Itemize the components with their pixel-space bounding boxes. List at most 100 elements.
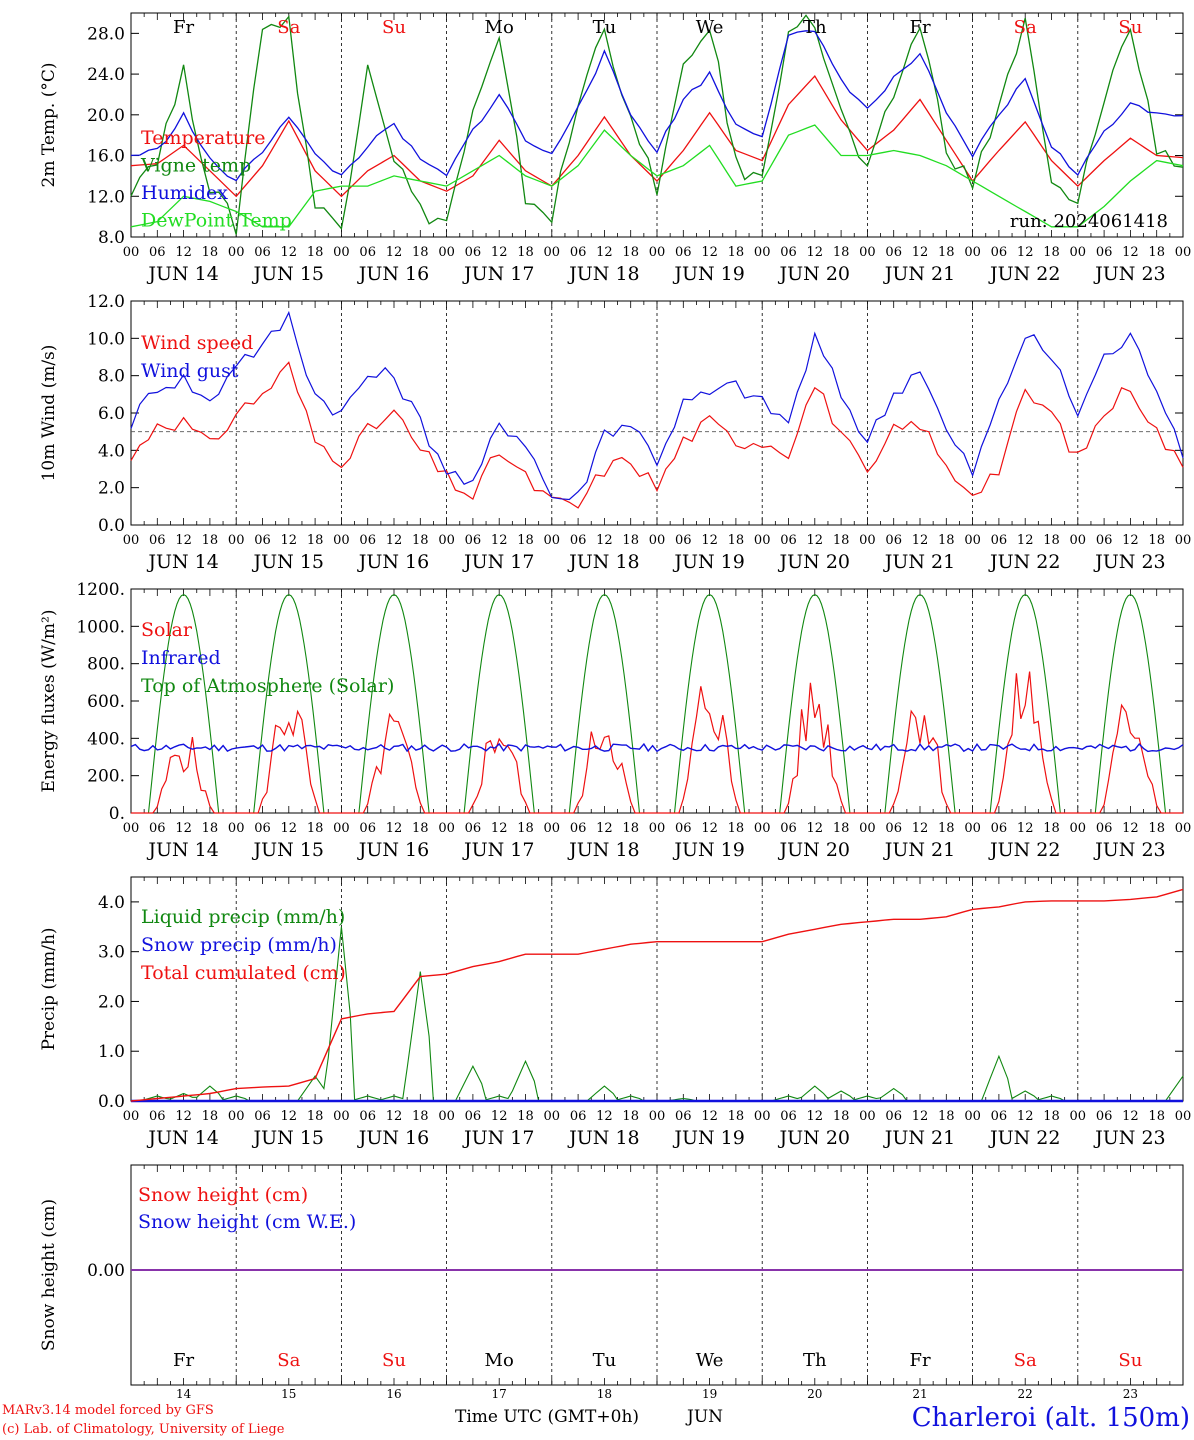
day-number: 17 [492, 1387, 507, 1401]
hour-tick-label: 06 [465, 1109, 482, 1124]
date-label: JUN 18 [567, 839, 639, 861]
legend-entry: Top of Atmosphere (Solar) [141, 675, 394, 697]
y-tick-label: 8.0 [98, 228, 125, 248]
hour-tick-label: 18 [412, 245, 429, 260]
run-label: run: 2024061418 [1010, 211, 1168, 232]
hour-tick-label: 00 [859, 533, 876, 548]
series-line-blue [130, 30, 1184, 182]
series-line-infrared [130, 742, 1184, 753]
hour-tick-label: 18 [517, 821, 534, 836]
location-label: Charleroi (alt. 150m) [912, 1403, 1190, 1433]
legend-entry: Vigne temp [140, 155, 251, 177]
y-tick-label: 0.0 [98, 1092, 125, 1112]
y-tick-label: 200. [87, 767, 125, 787]
hour-tick-label: 18 [202, 245, 219, 260]
day-number: 16 [386, 1387, 401, 1401]
hour-tick-label: 18 [517, 533, 534, 548]
hour-tick-label: 06 [149, 245, 166, 260]
hour-tick-label: 12 [912, 245, 929, 260]
date-label: JUN 19 [672, 263, 744, 285]
y-tick-label: 4.0 [98, 893, 125, 913]
hour-tick-label: 00 [1175, 821, 1192, 836]
hour-tick-label: 18 [833, 533, 850, 548]
hour-tick-label: 00 [1175, 533, 1192, 548]
snow-panel: 0.00 Snow height (cm) Snow height (cm) Snow… [39, 1164, 1184, 1401]
weekday-label: Tu [593, 1350, 617, 1371]
y-tick-label: 24.0 [87, 65, 125, 85]
date-label: JUN 15 [252, 551, 324, 573]
y-tick-label: 4.0 [98, 441, 125, 461]
weekday-label: Mo [485, 17, 514, 38]
hour-tick-label: 12 [596, 533, 613, 548]
hour-tick-label: 18 [728, 245, 745, 260]
hour-tick-label: 12 [281, 245, 298, 260]
day-number: 18 [597, 1387, 612, 1401]
hour-tick-label: 12 [596, 1109, 613, 1124]
hour-tick-label: 12 [281, 821, 298, 836]
hour-tick-label: 18 [307, 245, 324, 260]
legend-entry: Snow height (cm W.E.) [138, 1211, 356, 1233]
hour-tick-label: 00 [859, 245, 876, 260]
hour-tick-label: 00 [438, 1109, 455, 1124]
hour-tick-label: 18 [517, 1109, 534, 1124]
date-label: JUN 20 [778, 839, 850, 861]
legend-entry: Wind speed [141, 332, 253, 354]
xaxis-title: Time UTC (GMT+0h) [455, 1407, 639, 1427]
weekday-label: We [696, 17, 724, 38]
hour-tick-label: 18 [412, 821, 429, 836]
weekday-label: Th [803, 17, 827, 38]
weekday-label: Sa [277, 1350, 300, 1371]
weekday-label: Su [1118, 17, 1142, 38]
y-axis-label: 2m Temp. (°C) [39, 62, 59, 187]
precip-panel: 00 06 12 18 00 06 12 18 00 06 12 18 00 06 12 18 00 06 12 18… [39, 876, 1191, 1149]
y-tick-label: 1200. [76, 580, 125, 600]
hour-tick-label: 06 [359, 1109, 376, 1124]
hour-tick-label: 06 [465, 821, 482, 836]
legend-entry: Total cumulated (cm) [141, 962, 346, 984]
hour-tick-label: 18 [412, 533, 429, 548]
y-tick-label: 0.0 [98, 516, 125, 536]
hour-tick-label: 06 [465, 245, 482, 260]
hour-tick-label: 00 [859, 1109, 876, 1124]
hour-tick-label: 12 [491, 1109, 508, 1124]
day-number: 21 [912, 1387, 927, 1401]
hour-tick-label: 18 [1043, 1109, 1060, 1124]
energy-panel: 00 06 12 18 00 06 12 18 00 06 12 18 00 06 12 18 00 06 12 18… [39, 580, 1191, 861]
y-axis-label: Snow height (cm) [39, 1199, 59, 1351]
hour-tick-label: 06 [149, 821, 166, 836]
hour-tick-label: 18 [1148, 245, 1165, 260]
day-number: 14 [176, 1387, 192, 1401]
hour-tick-label: 06 [991, 533, 1008, 548]
hour-tick-label: 18 [307, 1109, 324, 1124]
hour-tick-label: 12 [912, 1109, 929, 1124]
hour-tick-label: 06 [149, 1109, 166, 1124]
hour-tick-label: 12 [596, 821, 613, 836]
date-label: JUN 20 [778, 1127, 850, 1149]
date-label: JUN 16 [357, 839, 429, 861]
hour-tick-label: 00 [333, 245, 350, 260]
date-label: JUN 19 [672, 1127, 744, 1149]
hour-tick-label: 06 [254, 245, 271, 260]
hour-tick-label: 00 [123, 1109, 140, 1124]
credit-line-1: MARv3.14 model forced by GFS [2, 1403, 214, 1418]
weekday-label: Tu [593, 17, 617, 38]
date-label: JUN 22 [988, 551, 1060, 573]
hour-tick-label: 00 [964, 1109, 981, 1124]
y-axis-label: 10m Wind (m/s) [39, 345, 59, 482]
hour-tick-label: 18 [307, 533, 324, 548]
y-tick-label: 1000. [76, 617, 125, 637]
y-tick-label: 10.0 [87, 329, 125, 349]
series-line-total [130, 888, 1184, 1102]
legend-entry: Infrared [141, 647, 221, 669]
date-label: JUN 15 [252, 263, 324, 285]
hour-tick-label: 12 [912, 533, 929, 548]
hour-tick-label: 12 [807, 533, 824, 548]
date-label: JUN 14 [146, 839, 218, 861]
weekday-label: Sa [277, 17, 300, 38]
hour-tick-label: 00 [544, 245, 561, 260]
hour-tick-label: 06 [359, 533, 376, 548]
weekday-label: Su [1118, 1350, 1142, 1371]
date-label: JUN 23 [1093, 1127, 1165, 1149]
y-tick-label: 3.0 [98, 943, 125, 963]
weekday-label: Sa [1014, 1350, 1037, 1371]
